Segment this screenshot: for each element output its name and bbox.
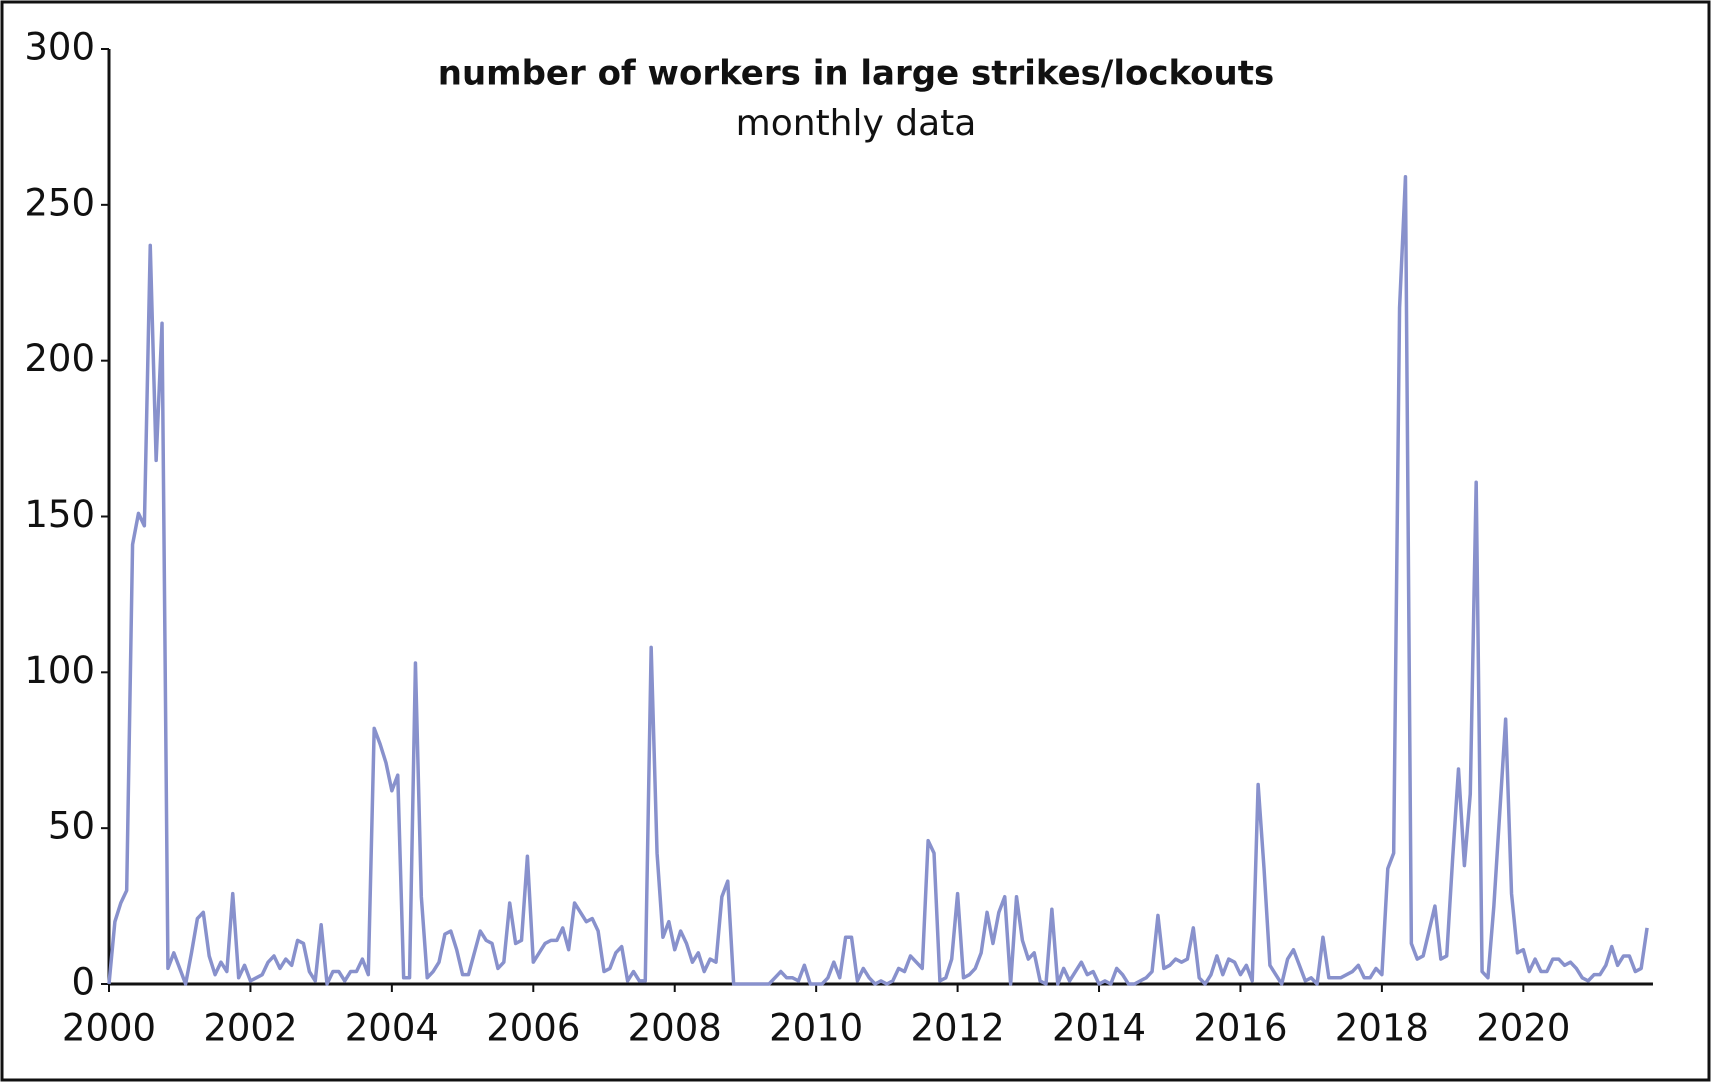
x-tick-label: 2016 [1193,1007,1287,1050]
x-tick-label: 2000 [62,1007,156,1050]
y-tick-label: 50 [48,805,95,848]
y-tick-label: 150 [24,493,95,536]
y-tick-label: 300 [24,26,95,69]
y-tick-label: 200 [24,337,95,380]
x-tick-label: 2008 [628,1007,722,1050]
x-tick-label: 2010 [769,1007,863,1050]
x-tick-label: 2002 [203,1007,297,1050]
x-tick-label: 2020 [1476,1007,1570,1050]
y-tick-label: 0 [71,961,95,1004]
data-line [107,175,1649,986]
x-tick-label: 2006 [486,1007,580,1050]
chart-subtitle: monthly data [736,103,977,144]
x-tick-label: 2004 [345,1007,439,1050]
x-tick-label: 2014 [1052,1007,1146,1050]
chart-title: number of workers in large strikes/locko… [438,54,1275,94]
y-tick-label: 100 [24,649,95,692]
y-tick-label: 250 [24,181,95,224]
x-tick-label: 2012 [911,1007,1005,1050]
x-tick-label: 2018 [1335,1007,1429,1050]
